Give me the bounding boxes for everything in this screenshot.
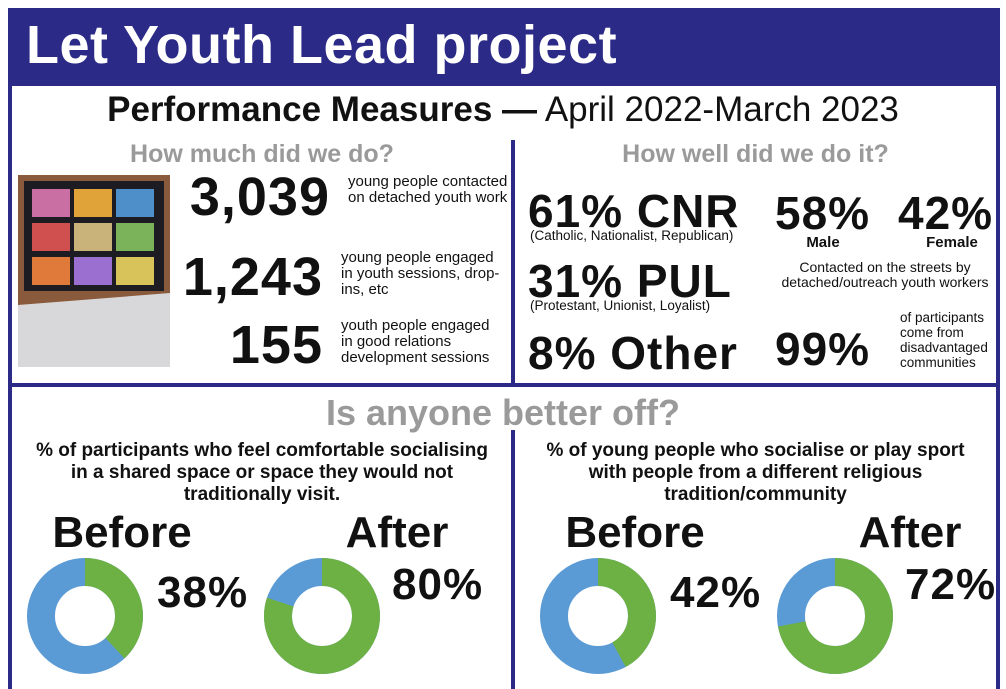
- percent: 38%: [157, 568, 249, 617]
- percent: 80%: [392, 560, 484, 609]
- gender-note: Female: [926, 234, 978, 251]
- divider-h: [8, 383, 1000, 387]
- gender-note: Contacted on the streets by detached/out…: [781, 259, 989, 290]
- stat-number: 155: [229, 315, 323, 375]
- donut-segment: [777, 558, 893, 674]
- donut: [540, 558, 656, 674]
- divider-v-top: [511, 140, 515, 383]
- section-heading: How much did we do?: [130, 140, 394, 168]
- photo: [18, 175, 170, 367]
- disadvantaged-label: 99%: [775, 323, 871, 375]
- question: % of young people who socialise or play …: [546, 440, 965, 505]
- stat-number: 3,039: [189, 167, 330, 227]
- frame-right: [996, 86, 1000, 689]
- question: % of participants who feel comfortable s…: [36, 440, 488, 505]
- divider-v-bottom: [511, 430, 515, 689]
- percent: 72%: [905, 560, 997, 609]
- percent: 42%: [670, 568, 762, 617]
- gender-label: 58%: [775, 187, 871, 239]
- disadvantaged-note: of participants come from disadvantaged …: [900, 310, 988, 370]
- group-note: (Protestant, Unionist, Loyalist): [530, 298, 711, 313]
- stat-text: young people contacted on detached youth…: [348, 173, 508, 206]
- group-note: (Catholic, Nationalist, Republican): [530, 228, 734, 243]
- section-heading: Is anyone better off?: [325, 392, 681, 433]
- group-label: 8% Other: [528, 327, 738, 379]
- group-label: 31% PUL: [528, 255, 732, 307]
- gender-note: Male: [806, 234, 840, 251]
- stat-number: 1,243: [182, 247, 323, 307]
- phase-title: Before: [565, 508, 705, 557]
- title: Let Youth Lead project: [26, 15, 618, 75]
- subtitle-light: April 2022-March 2023: [544, 90, 899, 129]
- phase-title: After: [345, 508, 449, 557]
- gender-label: 42%: [898, 187, 994, 239]
- subtitle: Performance Measures — April 2022-March …: [0, 90, 1006, 130]
- donut: [264, 558, 380, 674]
- stat-text: young people engaged in youth sessions, …: [341, 249, 500, 298]
- frame-left: [8, 86, 12, 689]
- donut-segment: [540, 558, 656, 674]
- subtitle-bold: Performance Measures —: [107, 90, 538, 129]
- phase-title: Before: [52, 508, 192, 557]
- group-label: 61% CNR: [528, 185, 740, 237]
- donut: [777, 558, 893, 674]
- stat-text: youth people engaged in good relations d…: [341, 317, 490, 366]
- phase-title: After: [858, 508, 962, 557]
- section-heading: How well did we do it?: [622, 140, 889, 168]
- donut-segment: [264, 558, 380, 674]
- donut: [27, 558, 143, 674]
- header-band: [8, 8, 1000, 86]
- donut-segment: [27, 558, 143, 674]
